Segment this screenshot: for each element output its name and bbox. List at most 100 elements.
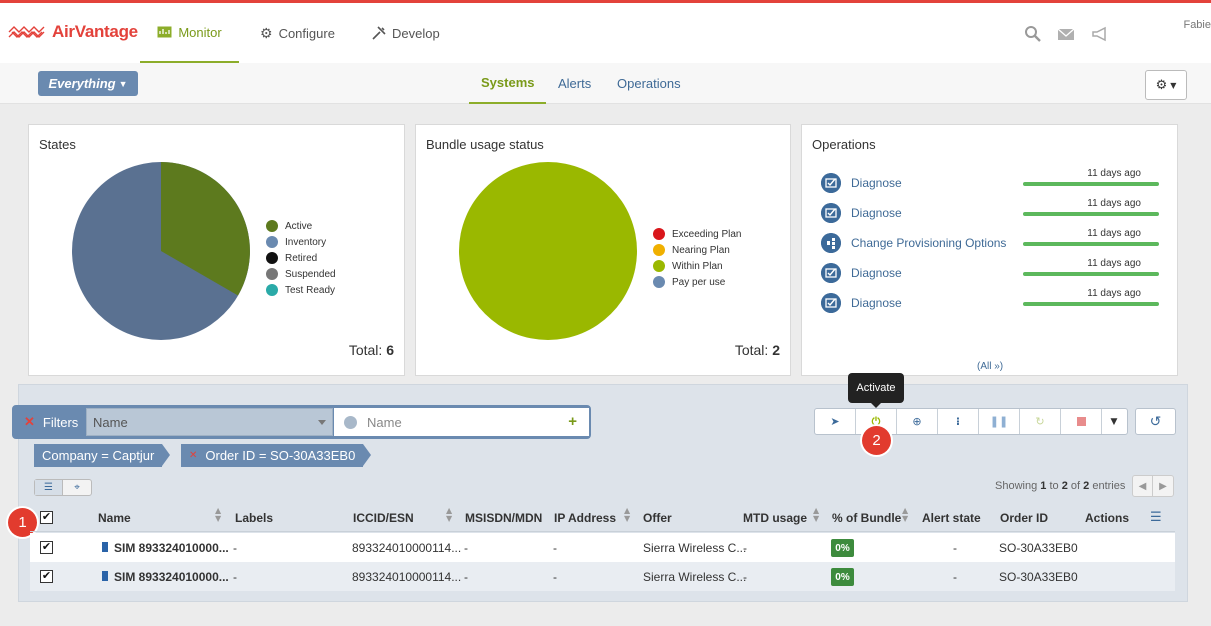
- column-header-ip-address[interactable]: IP Address: [554, 511, 617, 525]
- sort-icon[interactable]: ▲ ▼: [902, 506, 909, 523]
- legend-item-suspended[interactable]: Suspended: [266, 266, 336, 282]
- diagnose-button[interactable]: ⊕: [897, 409, 938, 434]
- states-total: Total: 6: [349, 342, 394, 358]
- restore-button[interactable]: ↻: [1020, 409, 1061, 434]
- provisioning-button[interactable]: ⁝: [938, 409, 979, 434]
- megaphone-icon[interactable]: [1091, 25, 1109, 43]
- filter-value-input[interactable]: Name +: [334, 408, 589, 436]
- bundle-pie-chart[interactable]: [458, 161, 638, 341]
- more-actions-dropdown[interactable]: ▼: [1102, 409, 1126, 434]
- nav-tab-develop[interactable]: Develop: [372, 3, 440, 63]
- caret-down-icon: [318, 420, 326, 425]
- activate-tooltip: Activate: [848, 373, 904, 408]
- operation-item[interactable]: Diagnose 11 days ago: [821, 198, 1159, 233]
- legend-item-active[interactable]: Active: [266, 218, 336, 234]
- row-checkbox[interactable]: ✔: [40, 540, 53, 554]
- legend-item-exceeding-plan[interactable]: Exceeding Plan: [653, 226, 742, 242]
- next-page-icon[interactable]: ▶: [1159, 480, 1167, 492]
- mail-icon[interactable]: [1057, 25, 1075, 43]
- showing-from: 1: [1040, 480, 1047, 492]
- filters-label: Filters: [42, 414, 79, 430]
- search-icon[interactable]: [1024, 25, 1042, 43]
- remove-chip-icon[interactable]: ✕: [189, 450, 198, 461]
- legend-label: Test Ready: [285, 284, 336, 296]
- column-header-offer[interactable]: Offer: [643, 511, 672, 525]
- add-filter-icon[interactable]: +: [568, 413, 577, 430]
- column-header-pct-bundle[interactable]: % of Bundle: [832, 511, 902, 525]
- list-view-icon[interactable]: ☰: [35, 480, 64, 495]
- tab-operations[interactable]: Operations: [617, 76, 681, 91]
- column-header-order-id[interactable]: Order ID: [1000, 511, 1049, 525]
- pager: ◀ ▶: [1132, 475, 1174, 497]
- table-row[interactable]: ✔ SIM 893324010000... - 893324010000114.…: [30, 533, 1175, 562]
- scope-dropdown[interactable]: Everything ▼: [38, 71, 138, 96]
- legend-label: Retired: [285, 252, 318, 264]
- nav-tab-configure[interactable]: ⚙ Configure: [260, 3, 335, 63]
- airvantage-logo[interactable]: AirVantage: [8, 21, 138, 43]
- tab-systems[interactable]: Systems: [469, 63, 547, 104]
- legend-item-retired[interactable]: Retired: [266, 250, 336, 266]
- column-header-alert-state[interactable]: Alert state: [922, 511, 981, 525]
- operation-link[interactable]: Diagnose: [851, 206, 902, 220]
- sort-icon[interactable]: ▲ ▼: [624, 506, 631, 523]
- filter-chip-order-id[interactable]: ✕ Order ID = SO-30A33EB0: [181, 444, 372, 467]
- nav-tab-monitor[interactable]: Monitor: [140, 3, 239, 63]
- column-chooser-icon[interactable]: ☰: [1150, 510, 1162, 525]
- legend-item-pay-per-use[interactable]: Pay per use: [653, 274, 742, 290]
- legend-item-within-plan[interactable]: Within Plan: [653, 258, 742, 274]
- filter-chip-company[interactable]: Company = Captjur: [34, 444, 171, 467]
- operation-link[interactable]: Change Provisioning Options: [851, 236, 1007, 250]
- row-checkbox[interactable]: ✔: [40, 569, 53, 583]
- activate-button[interactable]: ⏻: [856, 409, 897, 434]
- cell-name[interactable]: SIM 893324010000...: [114, 570, 229, 584]
- filter-field-select[interactable]: Name: [86, 408, 333, 436]
- operation-link[interactable]: Diagnose: [851, 176, 902, 190]
- cell-alert-state: -: [953, 570, 957, 584]
- operation-item[interactable]: Diagnose 11 days ago: [821, 168, 1159, 203]
- legend-item-nearing-plan[interactable]: Nearing Plan: [653, 242, 742, 258]
- operation-progress-bar: [1023, 242, 1159, 246]
- column-header-msisdn[interactable]: MSISDN/MDN: [465, 511, 543, 525]
- terminate-button[interactable]: [1061, 409, 1102, 434]
- cell-ip: -: [553, 541, 557, 555]
- arrow-action-button[interactable]: ➤: [815, 409, 856, 434]
- column-header-mtd-usage[interactable]: MTD usage: [743, 511, 808, 525]
- legend-item-inventory[interactable]: Inventory: [266, 234, 336, 250]
- pie-slice-within-plan[interactable]: [459, 162, 637, 340]
- sort-icon[interactable]: ▲ ▼: [813, 506, 820, 523]
- suspend-button[interactable]: ❚❚: [979, 409, 1020, 434]
- operation-item[interactable]: Diagnose 11 days ago: [821, 288, 1159, 323]
- bundle-title: Bundle usage status: [426, 137, 544, 152]
- close-icon[interactable]: ✕: [24, 414, 35, 429]
- filters-toggle[interactable]: ✕ Filters: [24, 414, 78, 430]
- legend-item-test-ready[interactable]: Test Ready: [266, 282, 336, 298]
- map-view-icon[interactable]: ⌖: [74, 482, 80, 493]
- cell-mtd-usage: -: [743, 541, 747, 555]
- select-all-checkbox[interactable]: ✔: [40, 510, 53, 524]
- operation-progress-bar: [1023, 272, 1159, 276]
- legend-dot: [266, 252, 278, 264]
- prev-page-icon[interactable]: ◀: [1133, 476, 1154, 496]
- tab-alerts[interactable]: Alerts: [558, 76, 592, 91]
- operation-item[interactable]: Change Provisioning Options 11 days ago: [821, 228, 1159, 263]
- table-row[interactable]: ✔ SIM 893324010000... - 893324010000114.…: [30, 562, 1175, 591]
- refresh-button[interactable]: ↺: [1135, 408, 1176, 435]
- column-header-labels[interactable]: Labels: [235, 511, 274, 525]
- pie-slice-active[interactable]: [161, 162, 250, 296]
- nav-tab-label: Develop: [392, 25, 440, 41]
- column-header-iccid[interactable]: ICCID/ESN: [353, 511, 414, 525]
- settings-button[interactable]: ⚙ ▼: [1145, 70, 1187, 100]
- operation-link[interactable]: Diagnose: [851, 266, 902, 280]
- bundle-panel: Bundle usage status Exceeding Plan Neari…: [415, 124, 791, 376]
- column-header-name[interactable]: Name: [98, 511, 131, 525]
- operator-icon[interactable]: [344, 415, 357, 429]
- all-operations-link[interactable]: (All »): [977, 361, 1004, 372]
- user-name[interactable]: Fabie: [1183, 19, 1211, 31]
- operation-link[interactable]: Diagnose: [851, 296, 902, 310]
- cell-name[interactable]: SIM 893324010000...: [114, 541, 229, 555]
- total-value: 6: [386, 342, 394, 358]
- sort-icon[interactable]: ▲ ▼: [446, 506, 453, 523]
- sort-icon[interactable]: ▲ ▼: [215, 506, 222, 523]
- operation-item[interactable]: Diagnose 11 days ago: [821, 258, 1159, 293]
- states-pie-chart[interactable]: [71, 161, 251, 341]
